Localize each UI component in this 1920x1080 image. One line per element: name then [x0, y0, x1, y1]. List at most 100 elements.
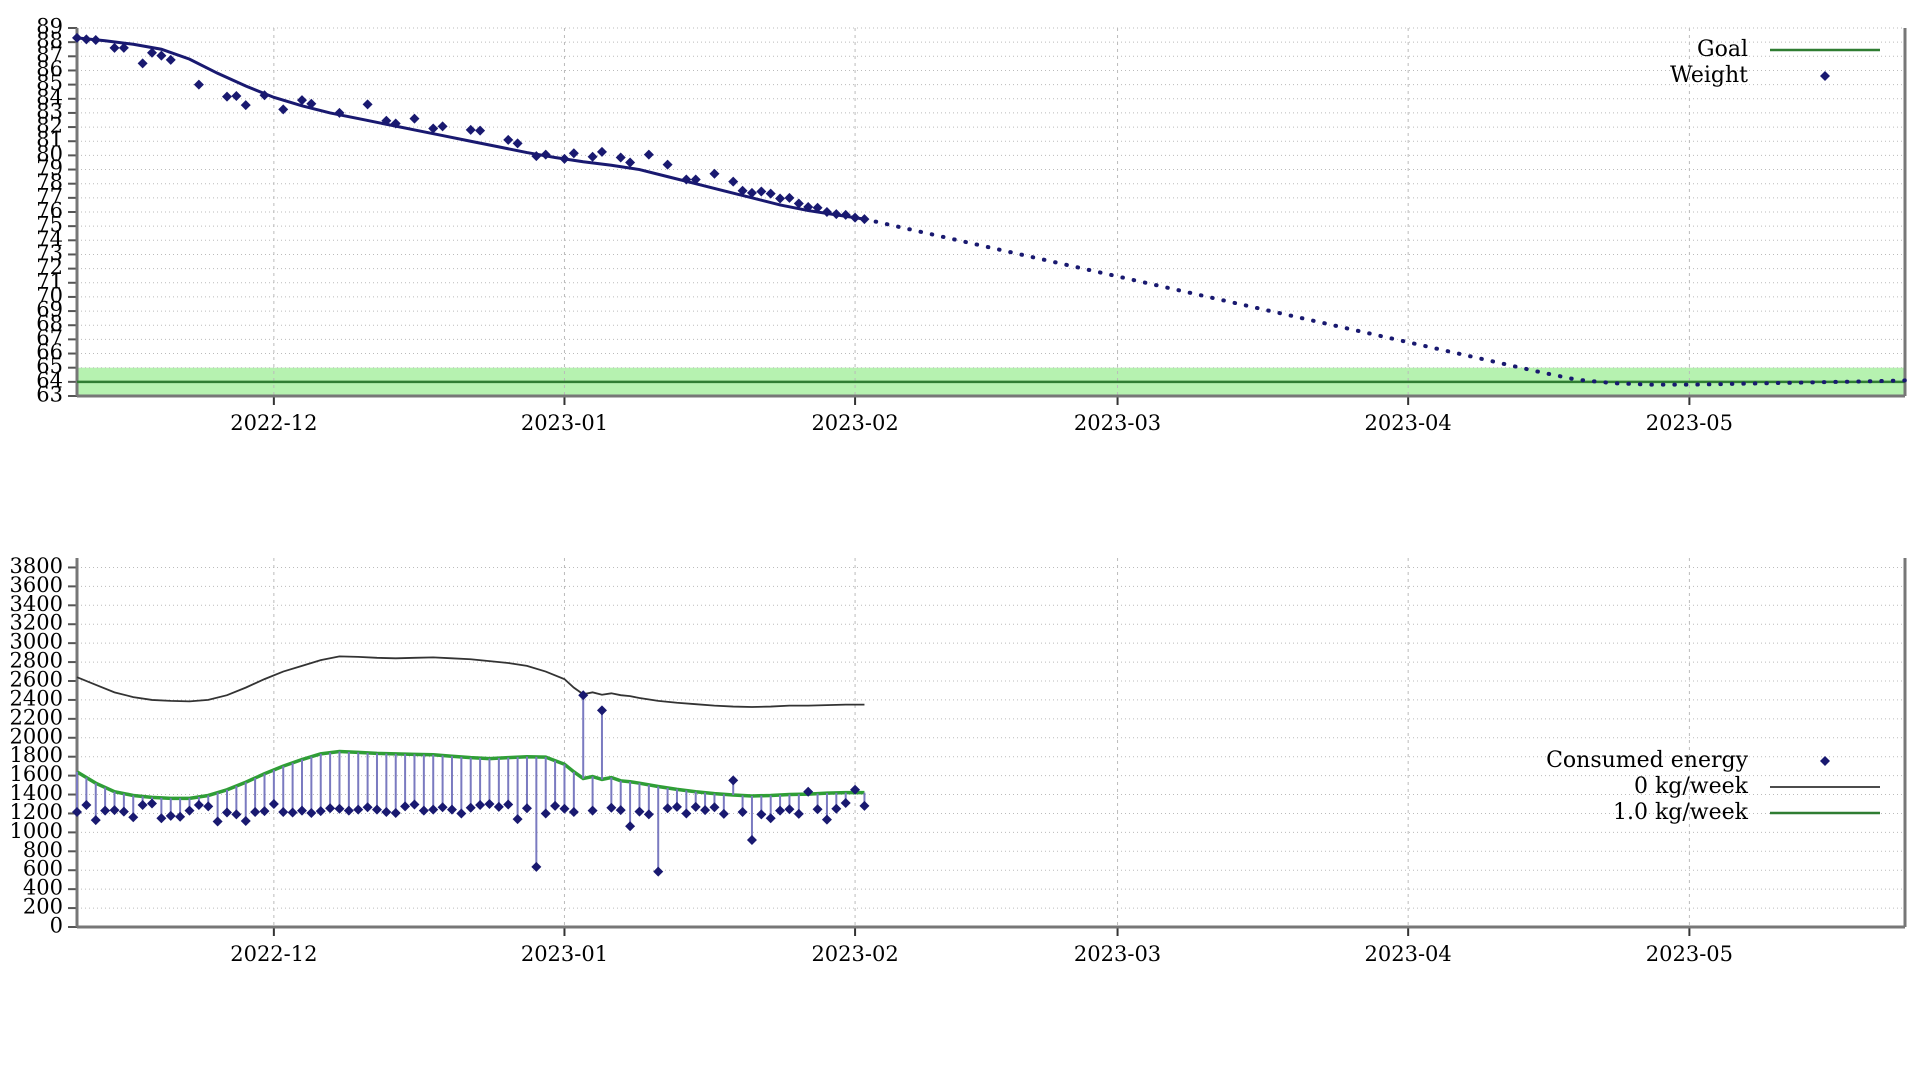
legend-label: Consumed energy: [1546, 748, 1748, 773]
data-point-marker: [137, 799, 148, 810]
ytick-label: 2200: [10, 705, 63, 729]
data-point-marker: [700, 805, 711, 816]
xtick-label: 2023-04: [1365, 411, 1452, 435]
data-point-marker: [596, 146, 607, 157]
data-point-marker: [156, 813, 167, 824]
data-point-marker: [803, 786, 814, 797]
data-point-marker: [193, 79, 204, 90]
legend-diamond-swatch: [1820, 756, 1830, 766]
xtick-label: 2022-12: [230, 942, 317, 966]
data-point-marker: [503, 134, 514, 145]
energy-chart-svg[interactable]: 3800360034003200300028002600240022002000…: [0, 540, 1920, 1080]
data-point-marker: [709, 802, 720, 813]
data-point-marker: [578, 690, 589, 701]
data-point-marker: [315, 806, 326, 817]
data-point-marker: [475, 125, 486, 136]
data-point-marker: [840, 798, 851, 809]
data-point-marker: [156, 50, 167, 61]
data-point-marker: [671, 801, 682, 812]
ytick-label: 1800: [10, 743, 63, 767]
ytick-label: 68: [36, 312, 63, 336]
data-point-marker: [512, 138, 523, 149]
data-point-marker: [850, 784, 861, 795]
data-point-marker: [184, 805, 195, 816]
ytick-label: 72: [36, 255, 63, 279]
xtick-label: 2023-01: [521, 942, 608, 966]
ytick-label: 71: [36, 269, 63, 293]
data-point-marker: [203, 801, 214, 812]
legend-diamond-swatch: [1820, 71, 1830, 81]
data-point-marker: [400, 801, 411, 812]
ytick-label: 1400: [10, 781, 63, 805]
data-point-marker: [821, 814, 832, 825]
xtick-label: 2023-04: [1365, 942, 1452, 966]
xtick-label: 2023-03: [1074, 942, 1161, 966]
ytick-label: 69: [36, 298, 63, 322]
ytick-label: 80: [36, 142, 63, 166]
ytick-label: 600: [23, 857, 63, 881]
ytick-label: 0: [50, 914, 63, 938]
data-point-marker: [212, 816, 223, 827]
ytick-label: 76: [36, 199, 63, 223]
data-layer: [72, 32, 1907, 387]
weight-chart-svg[interactable]: 8988878685848382818079787776757473727170…: [0, 0, 1920, 530]
data-point-marker: [259, 806, 270, 817]
data-point-marker: [709, 168, 720, 179]
data-point-marker: [465, 124, 476, 135]
data-point-marker: [831, 803, 842, 814]
data-point-marker: [325, 803, 336, 814]
series-line: [862, 217, 1907, 387]
ytick-label: 82: [36, 114, 63, 138]
data-point-marker: [475, 799, 486, 810]
data-point-marker: [521, 803, 532, 814]
data-point-marker: [615, 805, 626, 816]
data-point-marker: [746, 834, 757, 845]
data-point-marker: [165, 54, 176, 65]
series-line: [76, 655, 865, 708]
ytick-label: 200: [23, 895, 63, 919]
ytick-label: 65: [36, 354, 63, 378]
data-point-marker: [221, 807, 232, 818]
data-point-marker: [296, 805, 307, 816]
data-point-marker: [287, 807, 298, 818]
data-point-marker: [437, 121, 448, 132]
data-point-marker: [334, 803, 345, 814]
data-point-marker: [371, 804, 382, 815]
data-point-marker: [221, 91, 232, 102]
ytick-label: 70: [36, 283, 63, 307]
data-point-marker: [540, 808, 551, 819]
data-point-marker: [362, 802, 373, 813]
data-point-marker: [643, 809, 654, 820]
data-point-marker: [634, 806, 645, 817]
axes: 8988878685848382818079787776757473727170…: [36, 15, 1907, 435]
data-point-marker: [437, 802, 448, 813]
data-point-marker: [737, 807, 748, 818]
ytick-label: 1600: [10, 762, 63, 786]
ytick-label: 400: [23, 876, 63, 900]
xtick-label: 2023-01: [521, 411, 608, 435]
data-point-marker: [765, 813, 776, 824]
data-point-marker: [587, 151, 598, 162]
series-line: [76, 36, 865, 221]
data-point-marker: [812, 804, 823, 815]
xtick-label: 2023-05: [1646, 411, 1733, 435]
ytick-label: 3600: [10, 573, 63, 597]
ytick-label: 86: [36, 57, 63, 81]
ytick-label: 81: [36, 128, 63, 152]
data-point-marker: [137, 58, 148, 69]
data-point-marker: [390, 807, 401, 818]
data-point-marker: [559, 803, 570, 814]
data-point-marker: [353, 804, 364, 815]
data-point-marker: [109, 42, 120, 53]
ytick-label: 89: [36, 15, 63, 39]
ytick-label: 87: [36, 43, 63, 67]
data-point-marker: [690, 801, 701, 812]
data-point-marker: [512, 814, 523, 825]
data-point-marker: [653, 866, 664, 877]
data-point-marker: [484, 799, 495, 809]
data-point-marker: [793, 198, 804, 209]
ytick-label: 63: [36, 383, 63, 407]
xtick-label: 2022-12: [230, 411, 317, 435]
data-point-marker: [568, 807, 579, 818]
ytick-label: 77: [36, 184, 63, 208]
